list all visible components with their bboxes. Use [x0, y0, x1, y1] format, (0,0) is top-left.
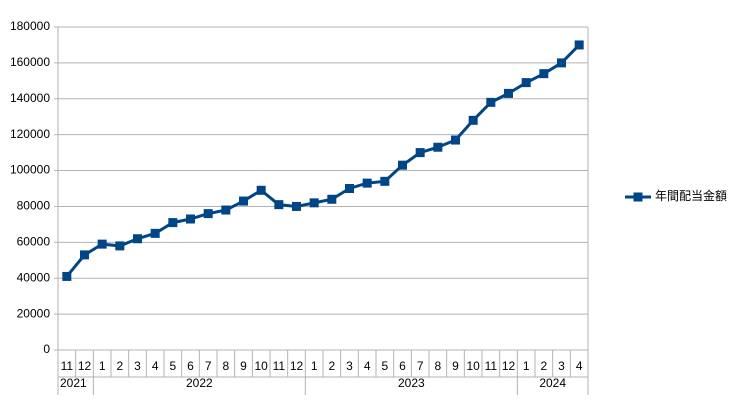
y-tick-label: 40000: [17, 270, 51, 284]
y-tick-label: 100000: [10, 163, 50, 177]
marker: [150, 228, 160, 238]
x-tick-label: 11: [273, 359, 286, 373]
x-tick-label: 2: [328, 359, 335, 373]
x-tick-label: 7: [205, 359, 212, 373]
x-tick-label: 2: [540, 359, 547, 373]
x-tick-label: 2: [116, 359, 123, 373]
group-label: 2023: [398, 376, 425, 390]
y-tick-label: 0: [43, 342, 50, 356]
y-tick-label: 80000: [17, 199, 51, 213]
x-tick-label: 12: [290, 359, 304, 373]
x-tick-label: 1: [311, 359, 318, 373]
marker: [133, 234, 142, 244]
marker: [468, 115, 478, 125]
x-tick-label: 7: [417, 359, 424, 373]
marker: [80, 250, 89, 260]
marker: [115, 241, 125, 251]
marker: [574, 40, 584, 50]
marker: [451, 135, 460, 145]
marker: [168, 218, 178, 228]
marker: [292, 201, 301, 211]
marker: [203, 209, 213, 219]
x-tick-label: 6: [399, 359, 406, 373]
marker: [521, 78, 531, 88]
x-tick-label: 8: [434, 359, 441, 373]
x-tick-label: 4: [576, 359, 583, 373]
marker: [380, 176, 390, 186]
marker: [345, 184, 354, 193]
x-tick-label: 11: [485, 359, 498, 373]
group-label: 2022: [186, 376, 213, 390]
marker: [97, 239, 107, 249]
x-tick-label: 3: [134, 359, 141, 373]
legend-label: 年間配当金額: [655, 188, 727, 203]
x-tick-label: 10: [254, 359, 268, 373]
legend-marker: [633, 192, 643, 202]
marker: [186, 214, 195, 224]
x-tick-label: 5: [169, 359, 176, 373]
y-tick-label: 180000: [10, 19, 50, 33]
x-tick-label: 11: [61, 359, 74, 373]
x-tick-label: 12: [78, 359, 92, 373]
y-tick-label: 140000: [10, 91, 50, 105]
y-tick-label: 60000: [17, 235, 51, 249]
series-line: [65, 43, 581, 278]
y-tick-label: 160000: [10, 55, 50, 69]
x-tick-label: 1: [99, 359, 106, 373]
x-tick-label: 5: [381, 359, 388, 373]
x-tick-label: 10: [466, 359, 480, 373]
x-tick-label: 1: [523, 359, 530, 373]
marker: [62, 271, 72, 281]
marker: [256, 185, 266, 195]
x-tick-label: 3: [346, 359, 353, 373]
marker: [327, 194, 337, 204]
marker: [557, 58, 566, 68]
y-tick-label: 20000: [17, 306, 51, 320]
group-label: 2021: [60, 376, 87, 390]
marker: [239, 196, 248, 206]
y-tick-label: 120000: [10, 127, 50, 141]
marker: [433, 142, 443, 152]
x-tick-label: 9: [452, 359, 459, 373]
x-tick-label: 9: [240, 359, 247, 373]
marker: [539, 69, 549, 79]
marker: [274, 200, 284, 210]
x-tick-label: 12: [502, 359, 516, 373]
group-label: 2024: [539, 376, 566, 390]
marker: [486, 97, 496, 107]
x-tick-label: 4: [152, 359, 159, 373]
marker: [221, 205, 231, 215]
marker: [504, 88, 513, 98]
marker: [398, 160, 407, 170]
marker: [415, 148, 425, 158]
marker: [362, 178, 372, 188]
x-tick-label: 6: [187, 359, 194, 373]
x-tick-label: 3: [558, 359, 565, 373]
x-tick-label: 4: [364, 359, 371, 373]
marker: [309, 198, 319, 208]
x-tick-label: 8: [222, 359, 229, 373]
